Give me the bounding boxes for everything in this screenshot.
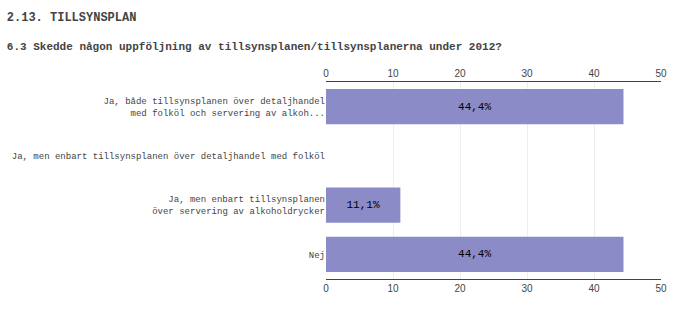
svg-text:44,4%: 44,4% — [458, 248, 491, 260]
svg-text:6.3 Skedde någon uppföljning a: 6.3 Skedde någon uppföljning av tillsyns… — [7, 41, 502, 53]
svg-text:11,1%: 11,1% — [346, 199, 379, 211]
svg-text:44,4%: 44,4% — [458, 101, 491, 113]
svg-text:2.13. TILLSYNSPLAN: 2.13. TILLSYNSPLAN — [7, 11, 137, 25]
svg-text:0: 0 — [323, 283, 329, 294]
svg-text:Ja, både tillsynsplanen över d: Ja, både tillsynsplanen över detaljhande… — [104, 97, 325, 119]
svg-text:20: 20 — [454, 283, 466, 294]
svg-text:40: 40 — [588, 68, 600, 79]
svg-text:Nej: Nej — [309, 251, 325, 261]
svg-text:Ja, men enbart tillsynsplanen: Ja, men enbart tillsynsplanen över detal… — [12, 152, 325, 162]
svg-text:20: 20 — [454, 68, 466, 79]
svg-text:40: 40 — [588, 283, 600, 294]
svg-text:10: 10 — [387, 283, 399, 294]
svg-text:30: 30 — [521, 68, 533, 79]
svg-text:Ja, men enbart tillsynsplanenö: Ja, men enbart tillsynsplanenöver server… — [152, 195, 325, 217]
svg-text:50: 50 — [655, 283, 667, 294]
svg-text:10: 10 — [387, 68, 399, 79]
svg-text:30: 30 — [521, 283, 533, 294]
svg-text:0: 0 — [323, 68, 329, 79]
svg-text:50: 50 — [655, 68, 667, 79]
